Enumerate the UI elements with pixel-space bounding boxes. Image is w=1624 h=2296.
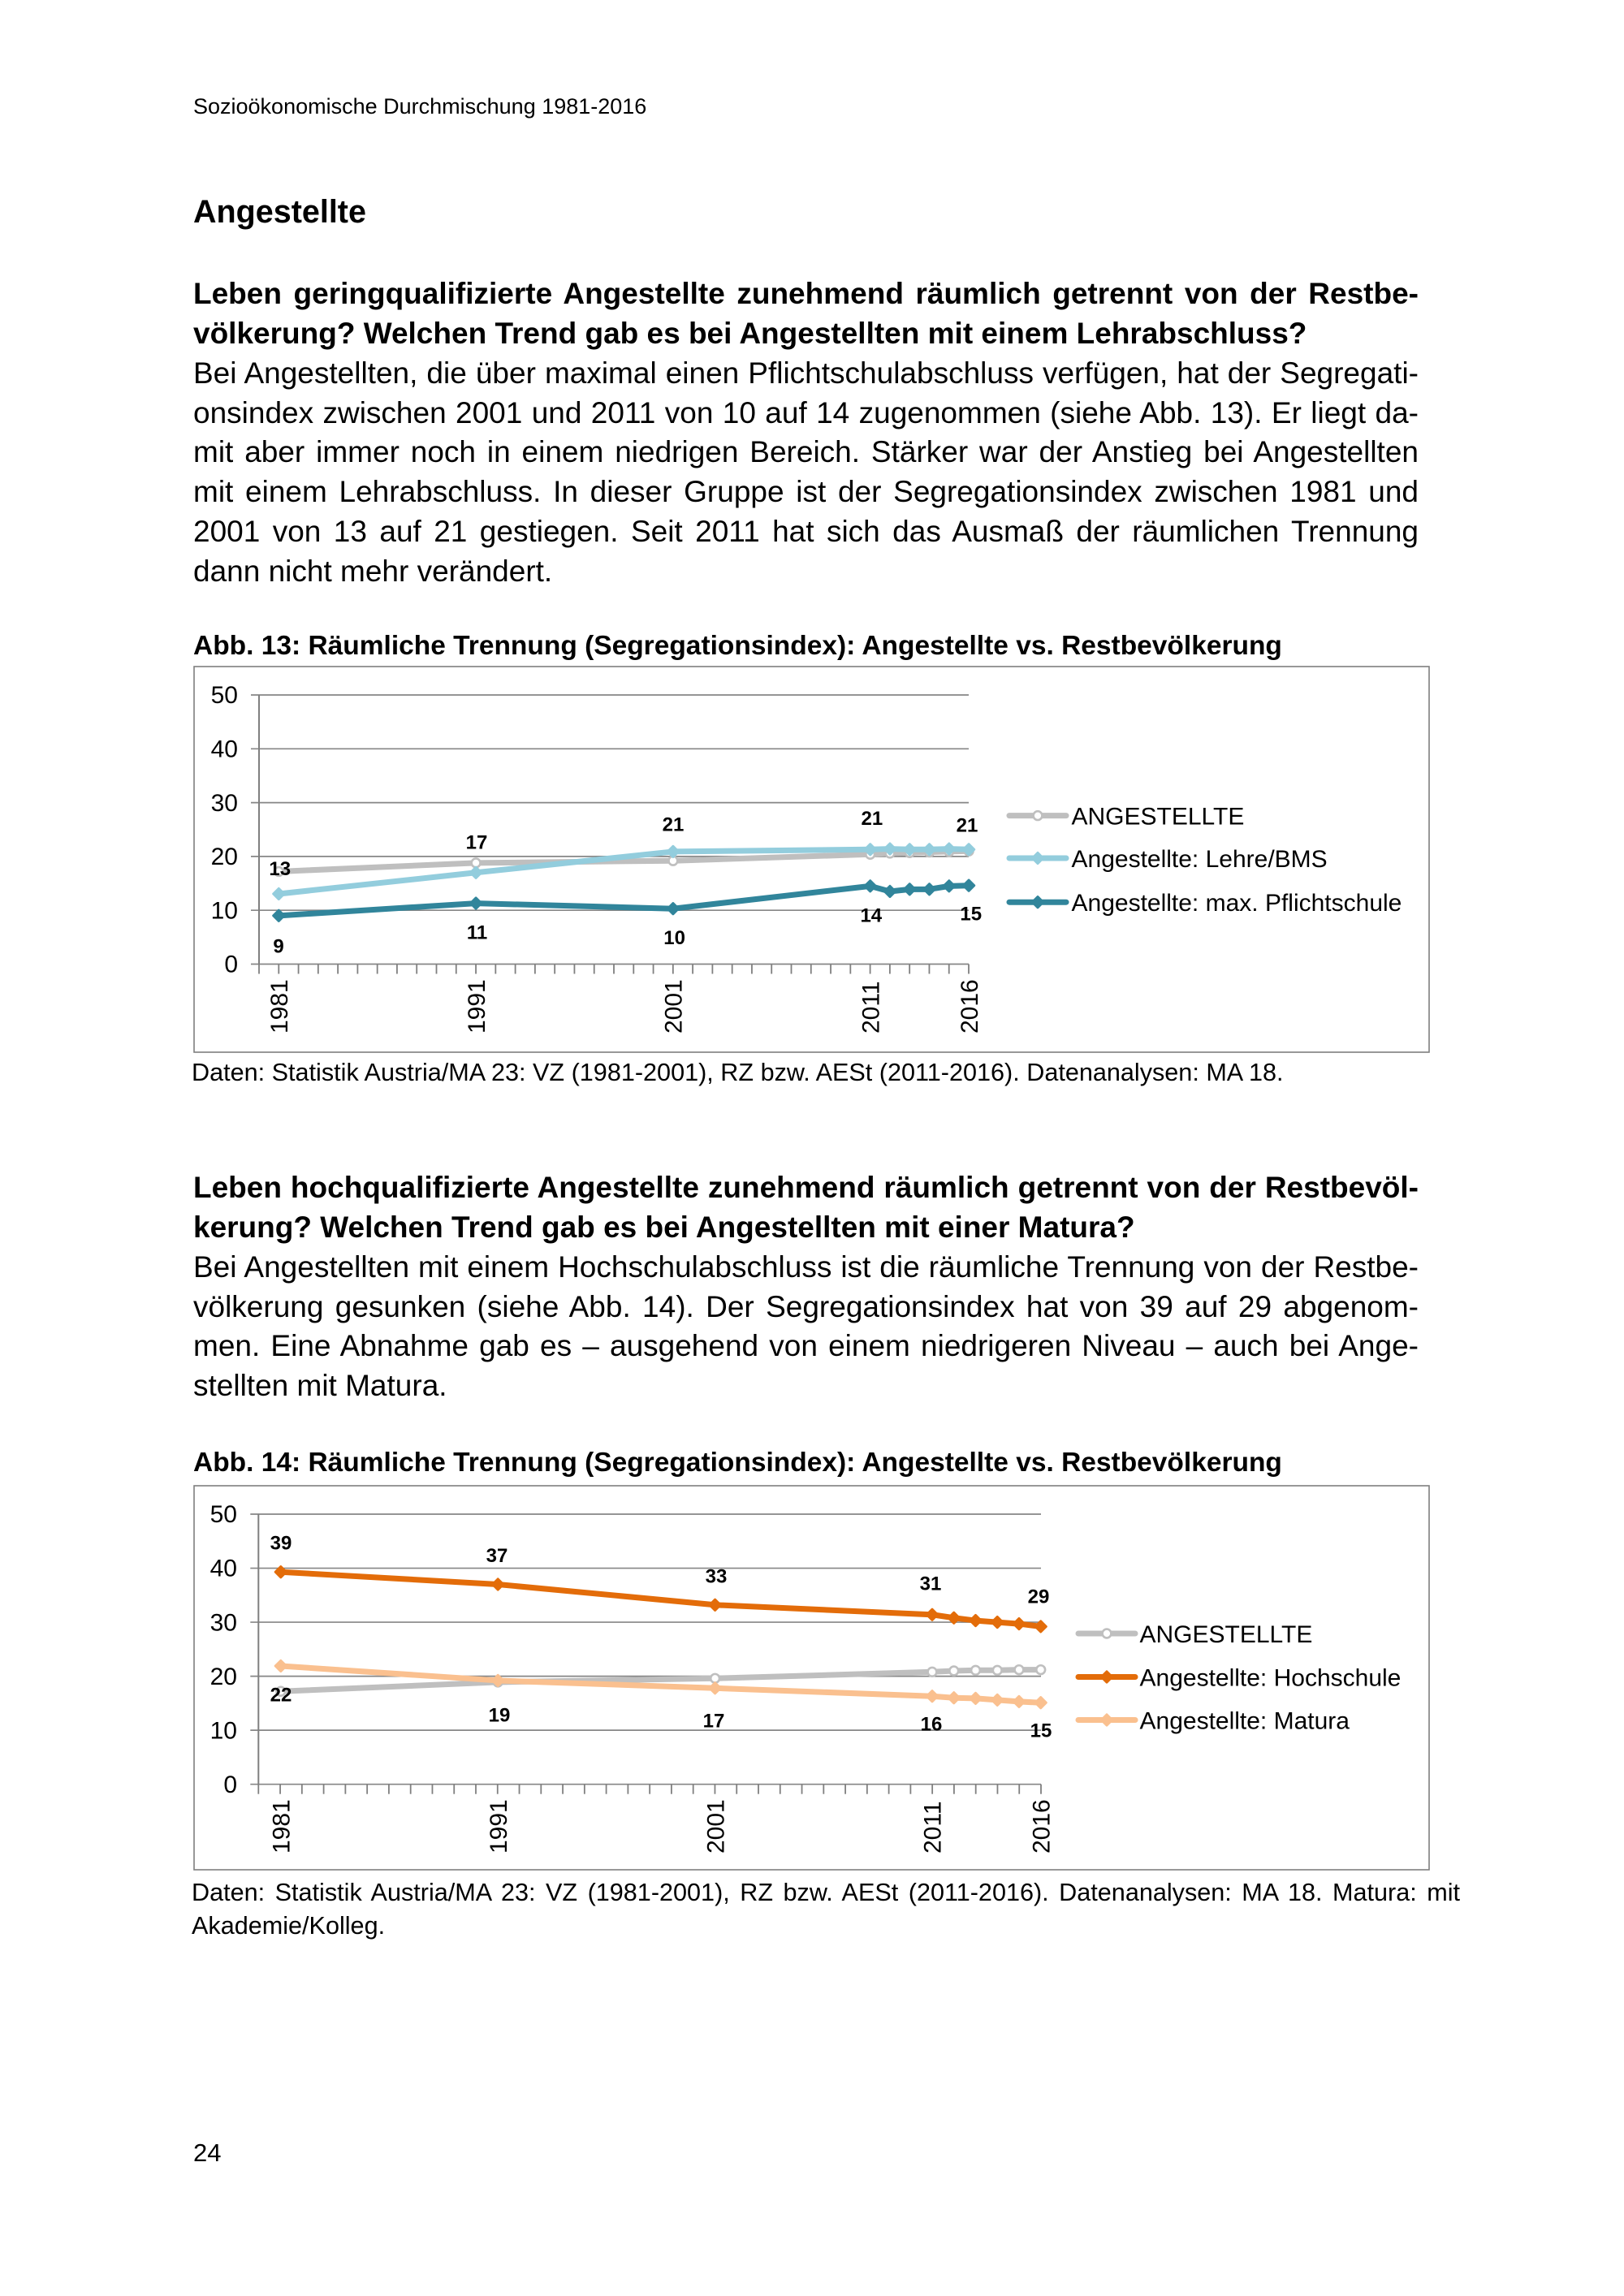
- svg-text:15: 15: [960, 904, 982, 926]
- svg-text:10: 10: [210, 1717, 237, 1744]
- svg-text:Angestellte: max. Pflichtschul: Angestellte: max. Pflichtschule: [1072, 890, 1402, 917]
- svg-text:Angestellte: Matura: Angestellte: Matura: [1140, 1707, 1350, 1734]
- svg-text:Angestellte: Lehre/BMS: Angestellte: Lehre/BMS: [1072, 846, 1328, 873]
- svg-text:17: 17: [466, 832, 488, 854]
- svg-text:2011: 2011: [857, 981, 884, 1034]
- svg-text:22: 22: [270, 1685, 292, 1707]
- svg-text:19: 19: [489, 1705, 511, 1727]
- svg-text:ANGESTELLTE: ANGESTELLTE: [1072, 804, 1245, 831]
- svg-text:1991: 1991: [464, 979, 490, 1034]
- svg-text:2016: 2016: [957, 979, 983, 1034]
- svg-text:13: 13: [269, 858, 291, 880]
- svg-text:2001: 2001: [661, 979, 688, 1034]
- svg-text:10: 10: [663, 927, 685, 949]
- svg-text:ANGESTELLTE: ANGESTELLTE: [1140, 1621, 1313, 1648]
- svg-text:1991: 1991: [486, 1799, 512, 1854]
- svg-text:0: 0: [224, 952, 238, 978]
- svg-text:40: 40: [211, 736, 238, 763]
- svg-text:21: 21: [663, 814, 685, 836]
- svg-text:15: 15: [1030, 1720, 1052, 1742]
- svg-text:Angestellte: Hochschule: Angestellte: Hochschule: [1140, 1664, 1402, 1691]
- svg-text:1981: 1981: [266, 979, 293, 1034]
- svg-text:50: 50: [211, 682, 238, 709]
- svg-text:20: 20: [211, 844, 238, 870]
- svg-text:0: 0: [223, 1772, 237, 1798]
- svg-text:11: 11: [467, 922, 487, 944]
- svg-text:17: 17: [703, 1711, 725, 1733]
- svg-text:10: 10: [211, 897, 238, 924]
- svg-text:2016: 2016: [1028, 1799, 1055, 1854]
- svg-text:30: 30: [211, 790, 238, 817]
- svg-text:2011: 2011: [920, 1801, 947, 1854]
- svg-text:2001: 2001: [702, 1799, 729, 1854]
- svg-text:50: 50: [210, 1501, 237, 1528]
- svg-text:33: 33: [706, 1566, 728, 1588]
- svg-text:21: 21: [957, 815, 978, 837]
- svg-text:37: 37: [486, 1545, 508, 1567]
- svg-text:14: 14: [860, 905, 882, 927]
- svg-text:30: 30: [210, 1609, 237, 1636]
- svg-text:1981: 1981: [269, 1799, 296, 1854]
- svg-text:40: 40: [210, 1556, 237, 1582]
- svg-text:9: 9: [273, 936, 283, 958]
- svg-text:20: 20: [210, 1664, 237, 1690]
- svg-text:16: 16: [921, 1714, 943, 1736]
- svg-text:29: 29: [1028, 1586, 1050, 1608]
- svg-text:31: 31: [920, 1573, 942, 1595]
- svg-text:21: 21: [862, 808, 883, 830]
- svg-text:39: 39: [270, 1533, 292, 1555]
